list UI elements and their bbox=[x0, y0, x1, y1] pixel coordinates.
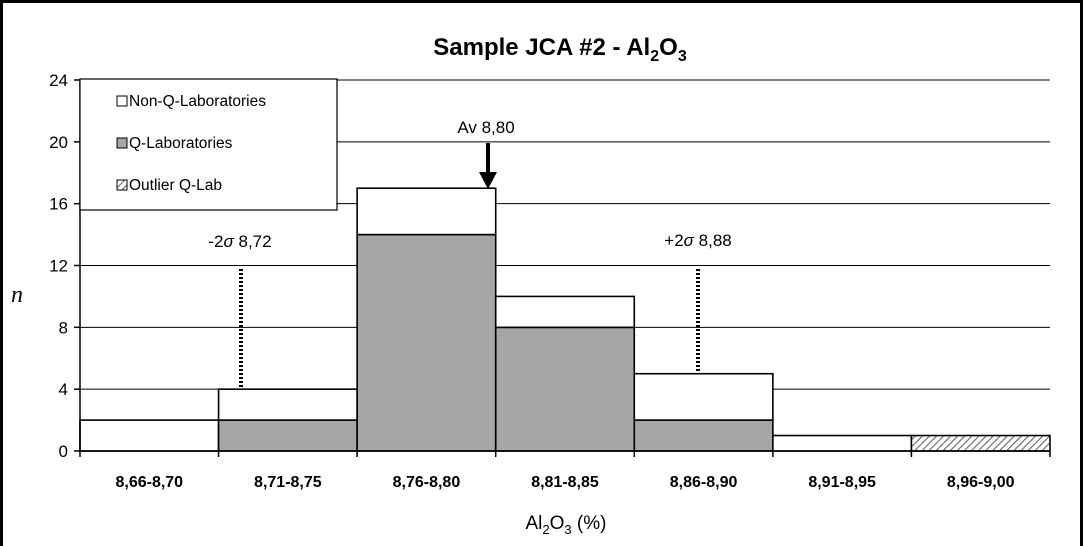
x-tick-label: 8,96-9,00 bbox=[947, 474, 1015, 491]
legend-swatch-q bbox=[116, 137, 128, 149]
bar-non-q-laboratories-4 bbox=[494, 295, 636, 329]
legend: Non-Q-Laboratories Q-Laboratories Outlie… bbox=[79, 78, 338, 211]
x-tick-label: 8,66-8,70 bbox=[115, 474, 183, 491]
y-tick-label: 0 bbox=[59, 442, 68, 461]
title-sub-3: 3 bbox=[678, 48, 687, 65]
y-tick-labels: 0 4 8 12 16 20 24 bbox=[49, 71, 68, 461]
title-main: Sample JCA #2 - Al bbox=[433, 34, 650, 61]
bars bbox=[79, 187, 1051, 452]
legend-swatch-non-q bbox=[116, 95, 128, 107]
legend-label-q: Q-Laboratories bbox=[129, 135, 233, 152]
average-label: Av 8,80 bbox=[457, 118, 514, 137]
bar-q-laboratories-2 bbox=[217, 419, 358, 452]
title-mid: O bbox=[659, 34, 678, 61]
x-tick-label: 8,76-8,80 bbox=[393, 474, 461, 491]
bar-non-q-laboratories-6 bbox=[772, 434, 913, 452]
y-tick-label: 20 bbox=[49, 133, 68, 152]
y-tick-label: 24 bbox=[49, 71, 68, 90]
x-tick-label: 8,71-8,75 bbox=[254, 474, 322, 491]
annotations: Av 8,80 -2σ 8,72 +2σ 8,88 bbox=[208, 118, 732, 387]
bar-outlier-q-lab-7 bbox=[910, 434, 1051, 452]
minus-2-sigma-label: -2σ 8,72 bbox=[208, 232, 271, 251]
y-tick-label: 8 bbox=[59, 318, 68, 337]
y-tick-label: 4 bbox=[59, 380, 68, 399]
x-tick-label: 8,81-8,85 bbox=[531, 474, 599, 491]
bar-q-laboratories-4 bbox=[494, 326, 636, 452]
x-axis-label: Al2O3 (%) bbox=[526, 513, 607, 537]
y-tick-label: 16 bbox=[49, 195, 68, 214]
y-axis-label: n bbox=[11, 282, 23, 308]
x-tick-label: 8,91-8,95 bbox=[808, 474, 876, 491]
x-tick-labels: 8,66-8,70 8,71-8,75 8,76-8,80 8,81-8,85 8,86… bbox=[115, 474, 1014, 491]
chart-title: Sample JCA #2 - Al2O3 bbox=[433, 34, 687, 65]
bar-q-laboratories-3 bbox=[356, 233, 497, 452]
legend-swatch-outlier bbox=[116, 179, 128, 191]
legend-label-outlier: Outlier Q-Lab bbox=[129, 177, 222, 194]
plus-2-sigma-label: +2σ 8,88 bbox=[664, 231, 731, 250]
bar-non-q-laboratories-1 bbox=[79, 419, 220, 452]
average-arrow-head bbox=[479, 172, 497, 189]
bar-non-q-laboratories-2 bbox=[217, 388, 358, 421]
x-tick-label: 8,86-8,90 bbox=[670, 474, 738, 491]
title-sub-2: 2 bbox=[650, 48, 659, 65]
bar-q-laboratories-5 bbox=[633, 419, 774, 452]
legend-label-non-q: Non-Q-Laboratories bbox=[129, 93, 266, 110]
bar-non-q-laboratories-5 bbox=[633, 372, 774, 421]
y-tick-label: 12 bbox=[49, 257, 68, 276]
bar-non-q-laboratories-3 bbox=[356, 187, 497, 236]
